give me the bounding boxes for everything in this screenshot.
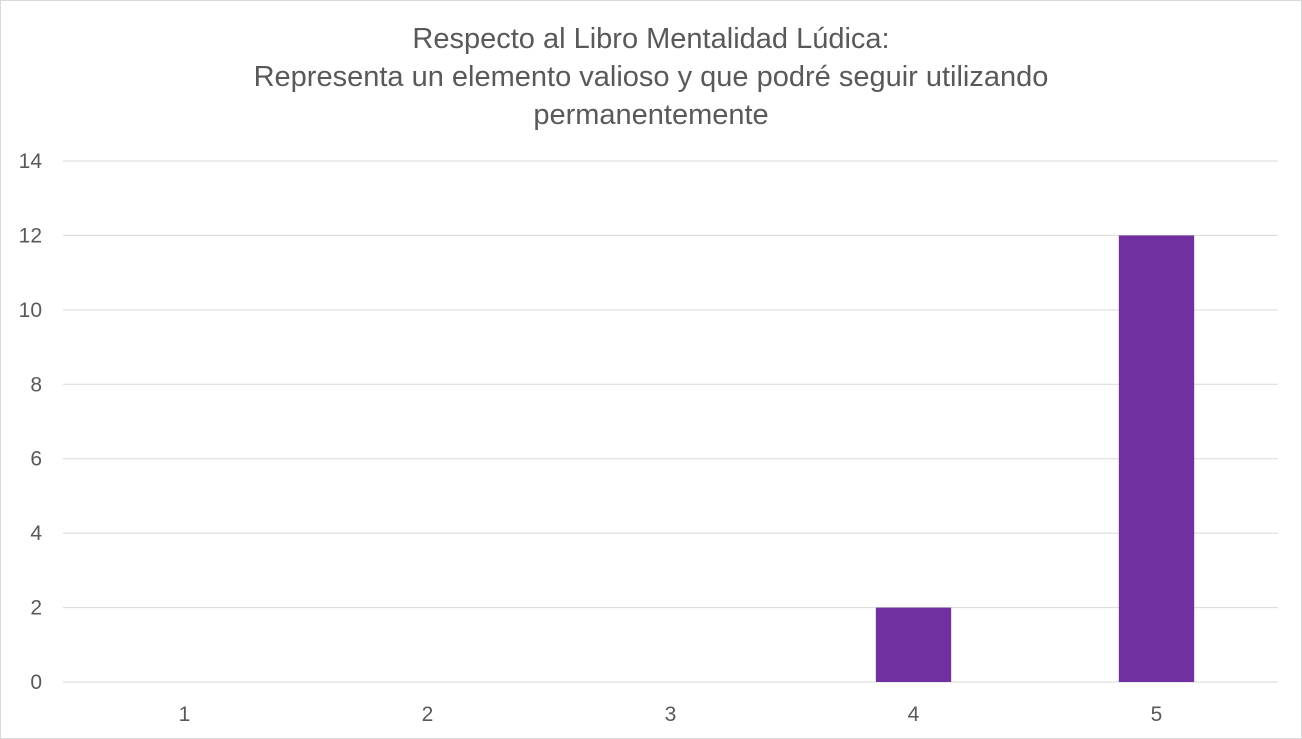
y-tick-label-12: 12 [19,224,42,247]
bar-4 [875,607,952,682]
x-tick-label-3: 3 [665,703,677,726]
chart-title: Respecto al Libro Mentalidad Lúdica: Rep… [0,20,1302,134]
x-tick-label-2: 2 [422,703,434,726]
bars [875,235,1195,682]
y-tick-label-6: 6 [30,448,42,471]
y-axis-ticks: 0 2 4 6 8 10 12 14 [19,150,43,694]
y-tick-label-2: 2 [30,597,42,620]
bar-5 [1118,235,1195,682]
x-tick-label-1: 1 [179,703,191,726]
x-tick-label-4: 4 [908,703,920,726]
y-tick-label-0: 0 [30,671,42,694]
y-tick-label-4: 4 [30,522,42,545]
chart-title-line-2: Representa un elemento valioso y que pod… [253,61,1049,93]
chart-title-line-1: Respecto al Libro Mentalidad Lúdica: [412,23,890,55]
y-tick-label-8: 8 [30,373,42,396]
gridlines [63,160,1278,683]
x-axis-ticks: 1 2 3 4 5 [179,703,1163,726]
y-tick-label-14: 14 [19,150,43,173]
x-tick-label-5: 5 [1151,703,1163,726]
chart-title-line-3: permanentemente [533,99,769,131]
y-tick-label-10: 10 [19,299,42,322]
